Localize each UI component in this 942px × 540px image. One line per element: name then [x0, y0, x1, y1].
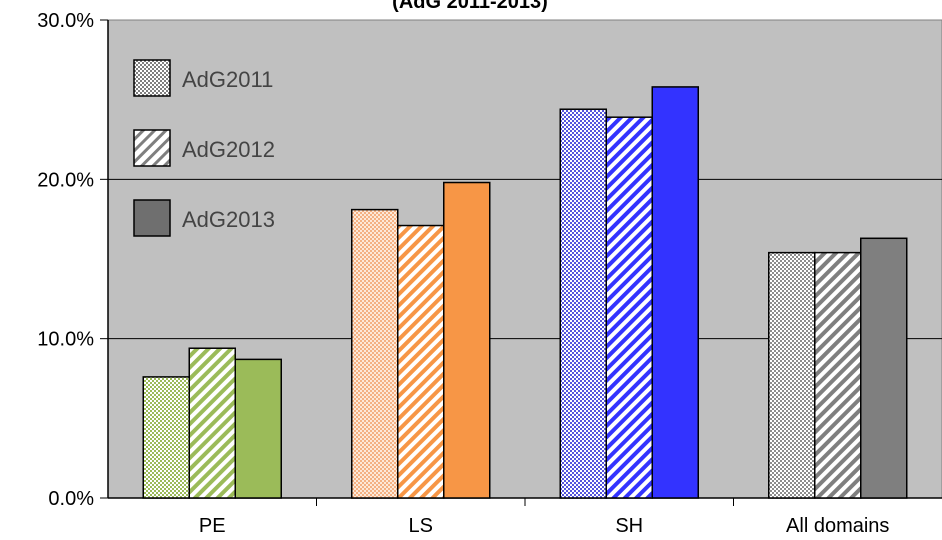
y-tick-label: 30.0% [37, 10, 94, 32]
bar-sh-adg2011 [559, 108, 607, 499]
legend: AdG2011 AdG2012 AdG2013 [133, 59, 275, 237]
x-axis-ticks: PE LS SH All domains [199, 498, 889, 537]
x-tick-label: SH [615, 515, 643, 537]
bars [142, 86, 908, 499]
legend-label-adg2012: AdG2012 [182, 137, 275, 162]
bar-all-domains-adg2011 [768, 251, 816, 499]
x-tick-label: LS [409, 515, 433, 537]
chart-title: (AdG 2011-2013) [392, 0, 548, 13]
bar-ls-adg2012 [397, 224, 445, 499]
x-tick-label: PE [199, 515, 226, 537]
bar-all-domains-adg2013 [860, 237, 908, 499]
legend-label-adg2011: AdG2011 [182, 67, 273, 92]
bar-pe-adg2011 [142, 376, 190, 499]
bar-ls-adg2011 [351, 208, 399, 499]
y-tick-label: 20.0% [37, 169, 94, 191]
y-tick-label: 0.0% [48, 488, 94, 510]
bar-sh-adg2012 [605, 116, 653, 499]
legend-swatch-adg2012 [133, 129, 171, 167]
bar-all-domains-adg2012 [814, 251, 862, 499]
legend-label-adg2013: AdG2013 [182, 207, 275, 232]
bar-pe-adg2013 [234, 358, 282, 499]
bar-ls-adg2013 [443, 181, 491, 499]
bar-pe-adg2012 [188, 347, 236, 499]
x-tick-label: All domains [786, 515, 889, 537]
y-tick-label: 10.0% [37, 329, 94, 351]
legend-swatch-adg2013 [133, 199, 171, 237]
legend-swatch-adg2011 [133, 59, 171, 97]
bar-sh-adg2013 [651, 86, 699, 499]
